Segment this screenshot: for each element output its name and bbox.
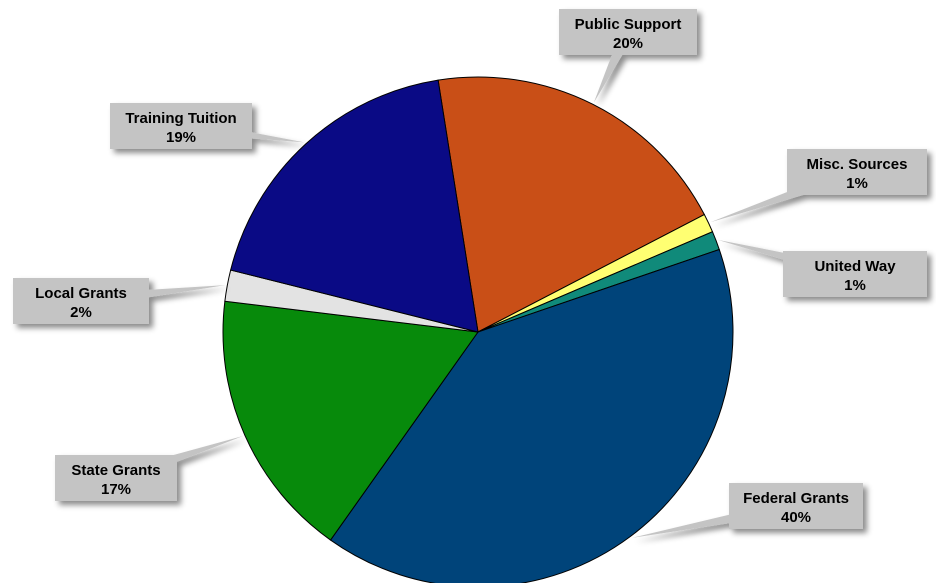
slice-label-percent: 19%: [166, 129, 196, 146]
slice-label-percent: 2%: [70, 304, 92, 321]
slice-label-name: Training Tuition: [125, 110, 236, 127]
pie-slices: [222, 76, 734, 583]
label-public-support: [559, 9, 697, 103]
slice-label-name: Local Grants: [35, 285, 127, 302]
label-box: [729, 483, 863, 529]
label-local-grants: [13, 278, 226, 324]
label-state-grants: [55, 435, 243, 501]
label-box: [55, 455, 177, 501]
slice-label-percent: 1%: [846, 175, 868, 192]
label-box: [559, 9, 697, 55]
slice-label-percent: 1%: [844, 277, 866, 294]
slice-label-name: United Way: [814, 258, 896, 275]
pie-labels: Public Support 20% Misc. Sources 1% United W…: [13, 9, 927, 538]
slice-state-grants: [222, 300, 479, 541]
slice-federal-grants: [329, 248, 734, 583]
label-united-way: [717, 239, 927, 297]
slice-label-name: State Grants: [71, 462, 160, 479]
label-box: [110, 103, 252, 149]
label-misc-sources: [710, 149, 927, 223]
slice-label-percent: 17%: [101, 481, 131, 498]
slice-training-tuition: [230, 79, 479, 333]
label-box: [787, 149, 927, 195]
label-training-tuition: [110, 103, 305, 149]
slice-label-name: Federal Grants: [743, 490, 849, 507]
slice-label-percent: 40%: [781, 509, 811, 526]
label-box: [783, 251, 927, 297]
slice-label-name: Public Support: [575, 16, 682, 33]
slice-public-support: [437, 76, 706, 333]
slice-label-name: Misc. Sources: [807, 156, 908, 173]
label-box: [13, 278, 149, 324]
label-federal-grants: [631, 483, 863, 538]
slice-label-percent: 20%: [613, 35, 643, 52]
